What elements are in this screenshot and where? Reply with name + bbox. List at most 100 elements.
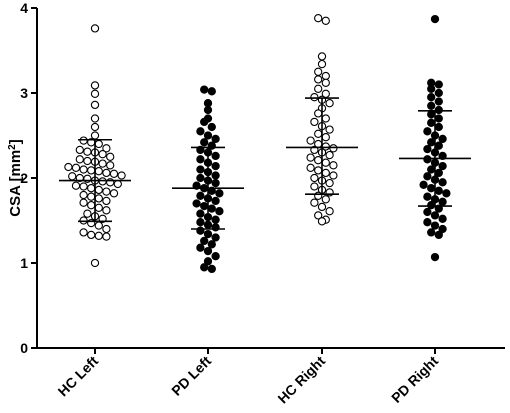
data-point [423,207,432,217]
data-point [87,192,96,201]
y-axis-title: CSA [mm2] [7,139,25,217]
data-point [109,169,119,178]
data-point [79,165,88,174]
data-point [321,16,330,25]
data-point [427,228,436,237]
data-point [211,151,220,161]
data-point [196,127,205,136]
data-point [79,190,88,200]
data-point [102,144,111,153]
data-point [434,230,443,240]
data-point [423,127,432,136]
data-point [215,207,224,216]
data-point [310,182,319,191]
data-point [427,118,436,127]
data-point [306,163,315,172]
data-point [430,252,440,262]
data-point [200,201,209,211]
data-point [102,168,111,178]
data-point [329,171,338,180]
data-point [200,263,209,272]
data-point [317,52,327,61]
data-point [196,173,205,183]
data-point [423,218,432,227]
data-point [117,171,126,180]
data-point [321,71,330,81]
data-point [207,122,216,132]
data-point [325,150,334,160]
data-point [211,223,220,232]
data-point [442,189,451,198]
data-point [90,114,100,123]
data-point [98,177,107,186]
data-point [75,145,84,155]
data-point [211,252,220,261]
data-point [102,187,111,196]
data-point [438,197,447,206]
data-point [321,195,330,204]
data-point [211,171,220,180]
data-point [321,78,330,87]
data-point [90,258,100,268]
data-point [203,257,213,266]
data-point [430,14,440,24]
x-axis: HC Left PD Left HC Right PD Right [37,347,505,407]
x-category-label: HC Left [55,353,102,400]
y-axis: 0 1 2 3 4 [20,0,38,356]
data-point [314,84,323,93]
data-point [211,233,220,242]
data-point [106,161,115,170]
data-point [317,59,327,69]
data-point [211,196,220,206]
data-point [314,67,323,76]
data-point [90,131,100,140]
data-point [75,155,84,164]
data-point [314,191,323,200]
data-point [329,144,338,153]
data-point [430,221,440,230]
data-point [90,100,100,110]
data-point [71,181,81,190]
data-point [196,218,205,227]
data-point [200,117,209,127]
data-point [200,138,209,147]
data-point [321,133,330,142]
data-point [90,89,100,98]
data-point [427,184,436,193]
data-point [310,117,319,127]
data-point [434,105,443,115]
data-point [98,150,107,159]
data-point [87,230,96,240]
data-point [434,97,443,106]
data-point [325,178,334,188]
data-point [102,196,111,206]
x-category-label: HC Right [274,353,328,407]
data-point [314,14,323,23]
data-points [64,14,451,274]
data-point [68,172,77,181]
data-point [321,158,330,167]
data-point [94,194,103,203]
data-point [434,114,443,123]
data-point [79,198,88,207]
data-point [94,185,103,195]
data-point [102,224,111,234]
data-point [207,87,216,96]
data-point [203,99,213,108]
data-point [200,85,209,94]
data-point [102,232,111,241]
data-point [427,201,436,210]
data-point [325,125,334,134]
data-point [321,168,330,178]
data-point [87,201,96,210]
data-point [207,141,216,150]
mean-sd-bars [59,97,471,230]
data-point [314,109,323,118]
data-point [427,84,436,93]
data-point [113,179,122,189]
data-point [325,99,334,108]
data-point [196,165,205,174]
data-point [434,88,443,98]
data-point [438,134,447,144]
data-point [434,141,443,150]
